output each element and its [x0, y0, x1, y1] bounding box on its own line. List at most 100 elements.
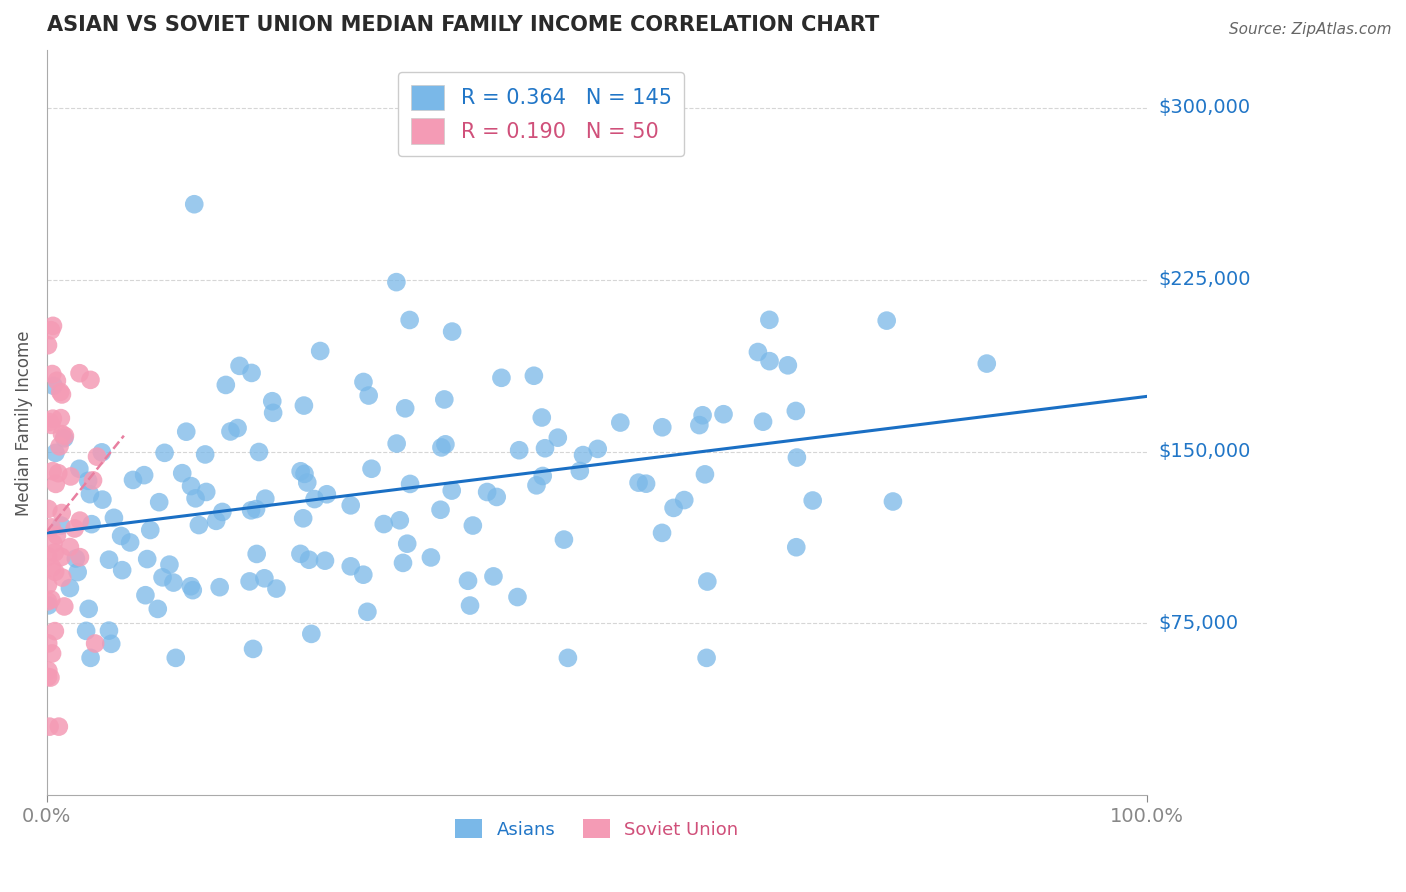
Point [139, 523, 162, 537]
Point [211, 505, 233, 519]
Point [572, 448, 595, 462]
Point [627, 475, 650, 490]
Point [44, 565, 66, 579]
Point [134, 468, 156, 483]
Point [239, 574, 262, 589]
Point [294, 467, 316, 481]
Point [59, 581, 82, 595]
Point [37, 338, 59, 352]
Point [758, 354, 780, 368]
Point [103, 511, 125, 525]
Point [315, 487, 337, 501]
Point [67, 462, 90, 476]
Point [39, 417, 62, 432]
Point [586, 442, 609, 456]
Point [195, 485, 218, 500]
Point [181, 583, 204, 598]
Point [44, 545, 66, 559]
Point [290, 547, 312, 561]
Point [38, 415, 60, 429]
Legend: Asians, Soviet Union: Asians, Soviet Union [449, 813, 745, 846]
Point [976, 357, 998, 371]
Point [77, 474, 100, 488]
Point [292, 511, 315, 525]
Point [184, 491, 207, 506]
Point [651, 420, 673, 434]
Text: Source: ZipAtlas.com: Source: ZipAtlas.com [1229, 22, 1392, 37]
Point [526, 478, 548, 492]
Point [82, 473, 104, 487]
Point [134, 588, 156, 602]
Point [53, 599, 76, 614]
Point [136, 552, 159, 566]
Point [215, 378, 238, 392]
Point [53, 431, 76, 445]
Point [247, 445, 270, 459]
Point [42, 411, 65, 425]
Point [240, 366, 263, 380]
Point [396, 537, 419, 551]
Point [747, 345, 769, 359]
Point [75, 624, 97, 638]
Point [219, 425, 242, 439]
Point [523, 368, 546, 383]
Point [37, 502, 59, 516]
Point [360, 461, 382, 475]
Point [37, 636, 59, 650]
Point [66, 565, 89, 579]
Point [356, 605, 378, 619]
Point [148, 495, 170, 509]
Point [673, 493, 696, 508]
Point [388, 513, 411, 527]
Point [69, 514, 91, 528]
Point [752, 415, 775, 429]
Point [547, 431, 569, 445]
Point [399, 477, 422, 491]
Point [461, 518, 484, 533]
Point [339, 499, 361, 513]
Point [79, 651, 101, 665]
Point [254, 491, 277, 506]
Point [38, 720, 60, 734]
Point [534, 442, 557, 456]
Text: $150,000: $150,000 [1159, 442, 1250, 461]
Point [205, 514, 228, 528]
Point [39, 671, 62, 685]
Point [86, 450, 108, 464]
Point [298, 553, 321, 567]
Point [228, 359, 250, 373]
Point [51, 571, 73, 585]
Point [37, 664, 59, 678]
Point [187, 518, 209, 533]
Point [42, 536, 65, 550]
Point [79, 373, 101, 387]
Point [37, 670, 59, 684]
Point [39, 323, 62, 337]
Point [49, 411, 72, 425]
Point [51, 387, 73, 401]
Point [77, 602, 100, 616]
Point [304, 492, 326, 507]
Point [693, 467, 716, 482]
Point [475, 485, 498, 500]
Point [63, 521, 86, 535]
Point [696, 651, 718, 665]
Point [39, 592, 62, 607]
Point [309, 344, 332, 359]
Point [37, 578, 59, 592]
Point [49, 518, 72, 533]
Point [37, 594, 59, 608]
Point [240, 503, 263, 517]
Point [297, 475, 319, 490]
Point [429, 502, 451, 516]
Point [609, 416, 631, 430]
Point [876, 313, 898, 327]
Point [491, 371, 513, 385]
Point [758, 313, 780, 327]
Point [508, 443, 530, 458]
Point [45, 528, 67, 542]
Point [353, 375, 375, 389]
Point [41, 647, 63, 661]
Point [531, 469, 554, 483]
Point [165, 651, 187, 665]
